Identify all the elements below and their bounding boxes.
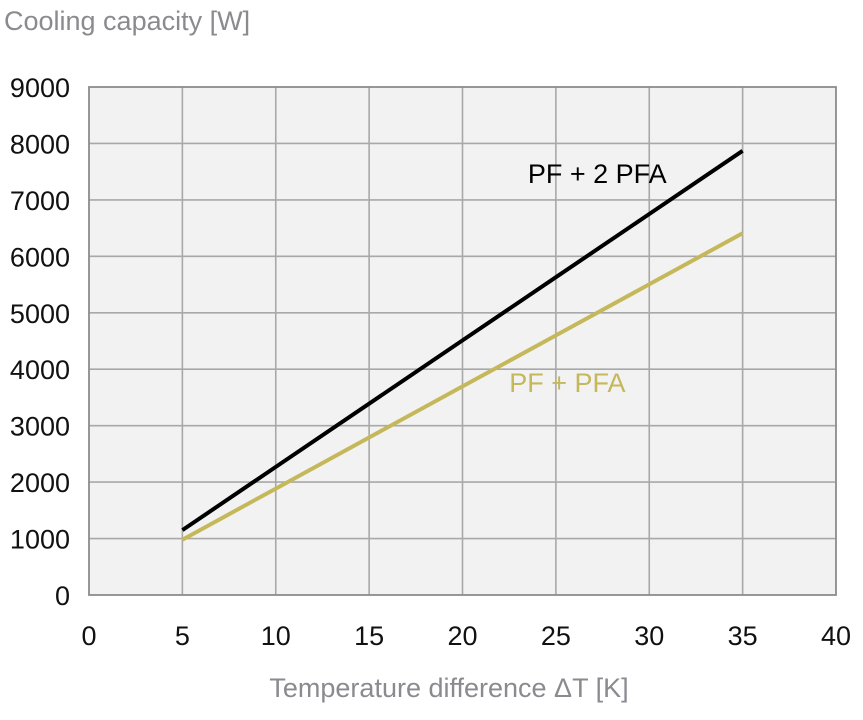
x-tick-label: 20 bbox=[447, 621, 477, 651]
x-axis: 0 5 10 15 20 25 30 35 40 bbox=[81, 621, 851, 651]
y-tick-label: 2000 bbox=[10, 468, 70, 498]
y-tick-label: 0 bbox=[55, 581, 70, 611]
y-axis-title: Cooling capacity [W] bbox=[4, 6, 250, 36]
x-tick-label: 30 bbox=[634, 621, 664, 651]
annotations: PF + 2 PFA PF + PFA bbox=[509, 159, 666, 398]
x-tick-label: 15 bbox=[354, 621, 384, 651]
x-tick-label: 0 bbox=[81, 621, 96, 651]
y-tick-label: 3000 bbox=[10, 412, 70, 442]
y-tick-label: 6000 bbox=[10, 242, 70, 272]
series-line-0 bbox=[181, 149, 744, 532]
x-tick-label: 25 bbox=[541, 621, 571, 651]
x-axis-title: Temperature difference ΔT [K] bbox=[269, 673, 628, 703]
series-label: PF + 2 PFA bbox=[528, 159, 667, 189]
y-tick-label: 7000 bbox=[10, 186, 70, 216]
x-tick-label: 10 bbox=[261, 621, 291, 651]
y-tick-label: 4000 bbox=[10, 355, 70, 385]
grid bbox=[89, 87, 836, 595]
series-group bbox=[181, 149, 744, 542]
series-label: PF + PFA bbox=[509, 368, 625, 398]
series-line-1 bbox=[181, 231, 744, 542]
y-tick-label: 9000 bbox=[10, 73, 70, 103]
plot-frame bbox=[88, 86, 837, 596]
y-tick-label: 5000 bbox=[10, 299, 70, 329]
y-axis: 0 1000 2000 3000 4000 5000 6000 7000 8000 9000 bbox=[10, 73, 70, 611]
y-tick-label: 1000 bbox=[10, 525, 70, 555]
x-tick-label: 5 bbox=[175, 621, 190, 651]
x-tick-label: 40 bbox=[821, 621, 851, 651]
x-tick-label: 35 bbox=[728, 621, 758, 651]
y-tick-label: 8000 bbox=[10, 129, 70, 159]
